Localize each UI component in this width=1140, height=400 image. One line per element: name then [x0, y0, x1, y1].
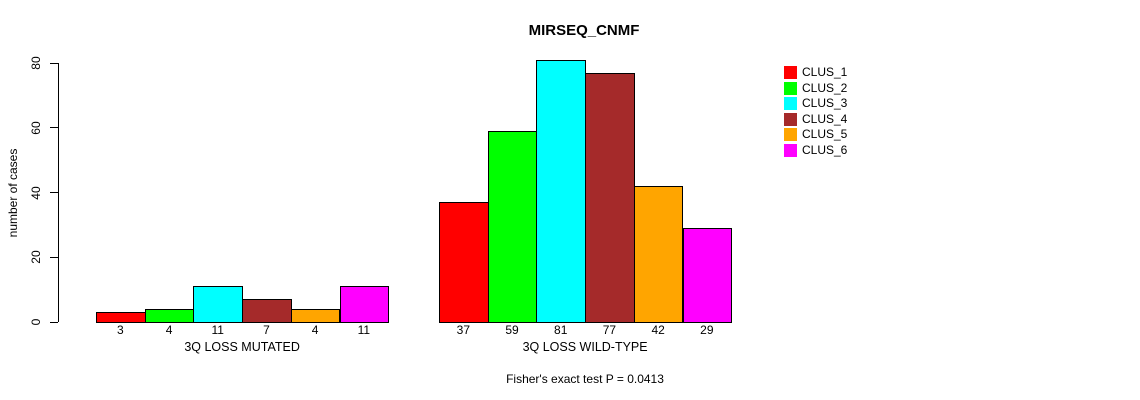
legend-swatch	[784, 144, 797, 157]
bar	[536, 59, 587, 323]
bar-value-label: 11	[211, 323, 224, 337]
legend-item: CLUS_5	[784, 127, 848, 142]
bar-value-label: 4	[165, 323, 173, 337]
bar-value-label: 77	[602, 323, 617, 337]
legend-label: CLUS_5	[802, 127, 848, 142]
bar-value-label: 7	[263, 323, 270, 337]
y-tick	[50, 256, 58, 258]
y-tick	[50, 62, 58, 64]
y-tick-label: 20	[29, 250, 43, 264]
fisher-test-text: Fisher's exact test P = 0.0413	[506, 372, 664, 386]
y-tick-label: 0	[29, 318, 43, 326]
legend-item: CLUS_3	[784, 96, 848, 111]
y-axis-label: number of cases	[6, 148, 20, 238]
legend-item: CLUS_2	[784, 80, 848, 95]
bar	[144, 309, 195, 323]
legend-swatch	[784, 81, 797, 95]
legend-label: CLUS_1	[802, 65, 848, 79]
bar	[96, 312, 146, 323]
legend-label: CLUS_3	[802, 96, 848, 111]
y-tick-label: 80	[29, 56, 43, 70]
bar-value-label: 59	[505, 323, 519, 337]
legend-item: CLUS_1	[784, 66, 847, 79]
bar-value-label: 11	[357, 323, 371, 337]
bar	[290, 309, 341, 323]
legend-swatch	[784, 112, 797, 126]
y-tick-label: 40	[29, 185, 43, 200]
y-axis-line	[58, 63, 59, 322]
chart-title: MIRSEQ_CNMF	[528, 22, 640, 39]
bar	[242, 299, 292, 323]
bar	[439, 202, 489, 323]
bar-value-label: 81	[554, 323, 568, 337]
bar-value-label: 29	[700, 323, 714, 337]
bar-value-label: 37	[456, 323, 471, 337]
bar	[682, 228, 733, 323]
y-tick-label: 60	[29, 121, 43, 135]
bar	[585, 72, 635, 323]
legend-label: CLUS_4	[802, 111, 848, 126]
bar-value-label: 3	[117, 323, 124, 337]
y-tick	[50, 192, 58, 193]
legend-swatch	[784, 97, 797, 111]
bar-value-label: 4	[311, 323, 319, 337]
legend-label: CLUS_6	[802, 143, 848, 157]
bar	[193, 286, 244, 323]
y-tick	[50, 321, 58, 323]
y-tick	[50, 127, 58, 129]
legend-item: CLUS_4	[784, 111, 848, 126]
legend-item: CLUS_6	[784, 144, 847, 157]
bar	[633, 186, 684, 323]
bar-value-label: 42	[651, 323, 665, 337]
legend-swatch	[784, 66, 797, 79]
legend-label: CLUS_2	[802, 80, 848, 95]
group-label: 3Q LOSS MUTATED	[184, 340, 300, 354]
legend-swatch	[784, 128, 797, 142]
bar	[487, 130, 538, 323]
group-label: 3Q LOSS WILD-TYPE	[522, 340, 648, 354]
bar	[339, 286, 390, 323]
